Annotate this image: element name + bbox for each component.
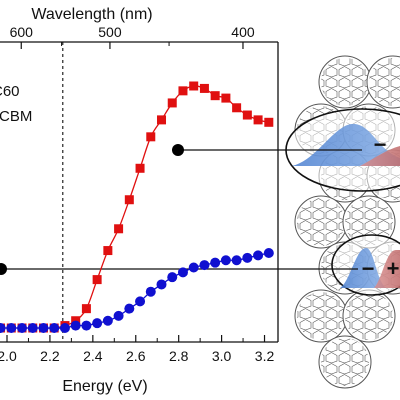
pcbm-data-point [188,262,199,273]
c60-data-point [189,81,199,91]
fullerene-ball [294,195,348,249]
axis-ticks [6,42,266,342]
top-tick-label: 400 [231,24,255,40]
x-tick-label: 3.2 [255,348,275,364]
fullerene-ball [318,335,372,389]
lower-charge-bubble: − + [331,234,400,296]
fullerene-ball [342,289,396,343]
fullerene-ball [318,55,372,109]
c60-data-point [81,304,91,314]
series-lines [0,85,269,329]
x-tick-label: 2.6 [126,348,146,364]
upper-connector-dot [172,144,184,156]
legend: C60 PCBM [0,83,32,125]
top-tick-label: 500 [98,24,122,40]
pcbm-data-point [231,255,242,266]
c60-data-point [103,246,113,256]
c60-data-point [232,103,242,113]
pcbm-data-point [177,267,188,278]
pcbm-data-point [59,323,70,333]
pcbm-data-point [38,323,49,333]
lower-connector-dot [0,263,7,275]
x-tick-label: 2.8 [169,348,189,364]
pcbm-data-point [27,323,38,333]
c60-data-point [242,110,252,120]
pcbm-data-point [102,315,113,326]
x-tick-label: 2.0 [0,348,17,364]
plot-frame [0,41,279,343]
pcbm-data-point [242,252,253,263]
pcbm-data-point [49,323,60,333]
pcbm-data-point [92,318,103,329]
pcbm-data-point [210,257,221,268]
c60-data-point [167,98,177,108]
x-tick-label: 2.2 [40,348,60,364]
top-axis-title: Wavelength (nm) [31,6,152,23]
pcbm-data-point [253,250,264,261]
top-tick-label: 600 [10,24,34,40]
pcbm-data-point [167,272,178,283]
series-markers [0,81,274,333]
fullerene-ball [366,55,400,109]
c60-data-point [199,83,209,93]
pcbm-data-point [6,323,17,333]
x-axis-title: Energy (eV) [62,378,147,395]
pcbm-data-point [263,247,274,258]
x-tick-label: 3.0 [212,348,232,364]
lower-bubble-sign-positive: + [387,256,400,281]
pcbm-data-point [17,323,28,333]
x-tick-label: 2.4 [83,348,103,364]
legend-entry-c60: C60 [0,83,20,100]
fullerene-ball [342,195,396,249]
c60-data-point [146,132,156,142]
c60-series-line [0,85,269,329]
x-tick-labels: 2.0 2.2 2.4 2.6 2.8 3.0 3.2 [0,348,274,364]
pcbm-data-point [113,310,124,321]
legend-entry-pcbm: PCBM [0,108,32,125]
top-tick-labels: 600 500 400 [10,24,255,40]
pcbm-data-point [70,320,81,331]
connector-lines [0,144,362,275]
pcbm-data-point [124,303,135,314]
c60-data-point [210,91,220,101]
pcbm-data-point [81,320,92,331]
fullerene-illustration: − − + [285,55,400,389]
pcbm-data-point [0,323,6,333]
pcbm-data-point [156,279,167,290]
c60-data-point [157,115,167,125]
c60-data-point [264,117,274,127]
c60-data-point [253,115,263,125]
c60-data-point [135,163,145,173]
upper-bubble-sign: − [374,132,387,157]
pcbm-data-point [199,260,210,271]
pcbm-data-point [135,296,146,307]
c60-data-point [114,224,124,234]
c60-data-point [178,86,188,96]
fullerene-ball [294,289,348,343]
c60-data-point [124,195,134,205]
c60-data-point [221,93,231,103]
legend-entry-c60-symbol: C60 [0,83,20,100]
pcbm-data-point [145,286,156,297]
c60-data-point [92,275,102,285]
lower-bubble-sign-negative: − [362,256,375,281]
pcbm-data-point [220,255,231,266]
